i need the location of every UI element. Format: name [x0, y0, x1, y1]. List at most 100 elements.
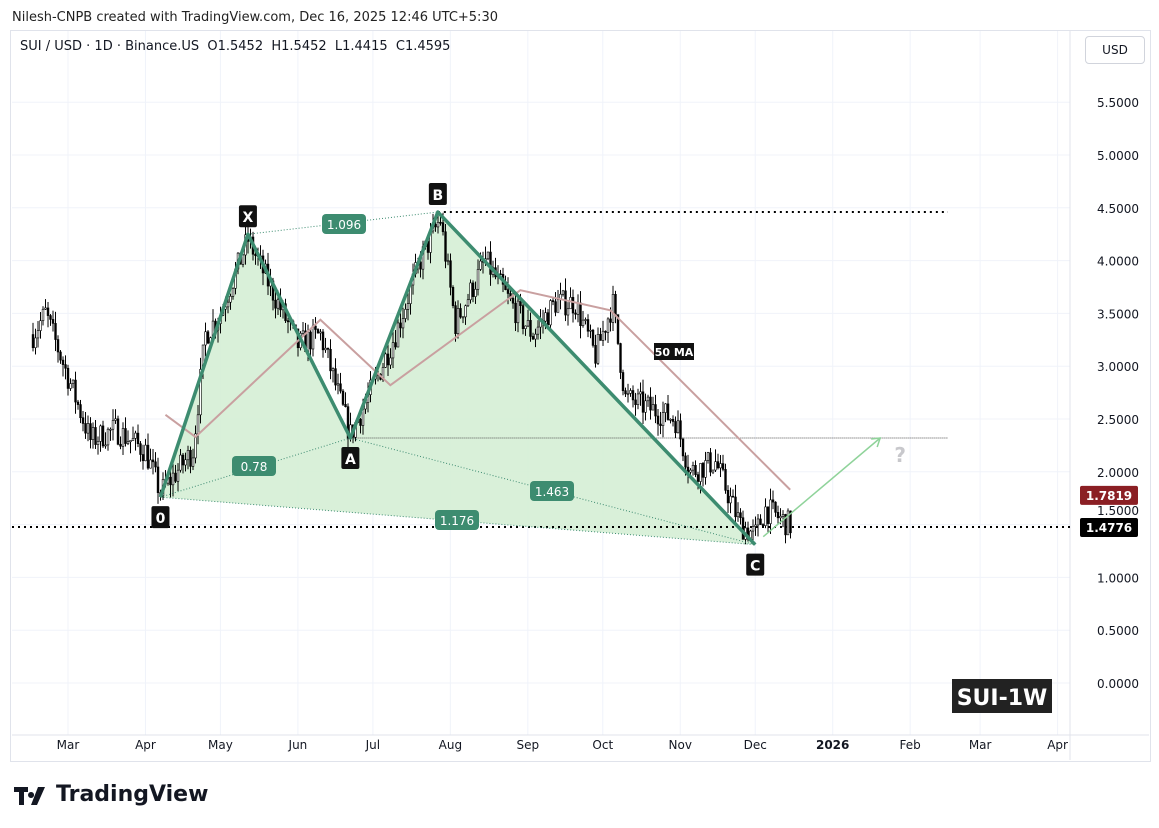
candle-body — [186, 450, 190, 461]
candle-body — [81, 417, 85, 424]
ratio-label-box — [530, 481, 574, 501]
point-label-box — [151, 506, 170, 529]
candle-body — [771, 499, 775, 503]
candle-body — [76, 401, 80, 405]
candle-body — [396, 322, 400, 348]
candle-body — [611, 294, 615, 323]
candle-body — [531, 336, 535, 340]
candle-body — [106, 428, 110, 446]
candle-body — [691, 465, 695, 471]
ratio-connector — [350, 437, 756, 546]
candle-body — [464, 305, 467, 318]
candle-body — [126, 441, 130, 444]
candle-body — [776, 512, 780, 519]
candle-body — [524, 325, 527, 329]
candle-body — [739, 512, 742, 519]
candle-body — [479, 260, 482, 270]
candle-body — [89, 423, 92, 440]
candle-body — [79, 404, 82, 419]
candle-body — [174, 472, 177, 482]
x-tick-label: Aug — [439, 738, 462, 752]
candle-body — [334, 368, 337, 386]
candle-body — [344, 404, 347, 407]
candle-body — [399, 322, 402, 329]
candle-body — [751, 526, 755, 532]
candle-body — [194, 433, 197, 459]
candle-body — [204, 331, 207, 346]
candle-body — [59, 351, 62, 361]
candle-body — [46, 307, 50, 316]
candle-body — [314, 325, 317, 330]
watermark-text: SUI-1W — [957, 686, 1048, 711]
candle-body — [654, 404, 657, 417]
ratio-label: 1.176 — [440, 514, 474, 528]
candle-body — [394, 342, 397, 348]
candle-body — [614, 294, 617, 315]
candle-body — [669, 419, 672, 421]
candle-body — [569, 297, 572, 310]
candle-body — [329, 348, 332, 372]
candle-body — [141, 454, 145, 462]
candle-body — [689, 469, 692, 473]
candle-body — [461, 316, 465, 319]
watermark-box — [952, 679, 1052, 713]
harmonic-pattern-line — [158, 210, 757, 546]
candle-body — [446, 260, 450, 263]
candle-body — [584, 319, 587, 321]
candle-body — [96, 441, 100, 445]
candle-body — [44, 307, 47, 310]
y-tick-label: 2.0000 — [1097, 466, 1139, 480]
y-tick-label: 5.5000 — [1097, 96, 1139, 110]
candle-body — [341, 390, 345, 405]
point-label-X: X — [243, 210, 254, 226]
candle-body — [449, 260, 452, 288]
y-tick-label: 4.5000 — [1097, 202, 1139, 216]
candle-body — [436, 221, 440, 228]
currency-button[interactable]: USD — [1085, 36, 1145, 64]
ratio-label: 1.463 — [535, 485, 569, 499]
logo-text: TradingView — [56, 782, 209, 807]
arrow-head-icon — [871, 437, 882, 448]
candle-body — [486, 251, 490, 260]
candle-body — [676, 420, 680, 434]
candle-body — [729, 495, 732, 504]
candle-body — [711, 469, 715, 473]
candle-body — [339, 383, 342, 392]
candle-body — [149, 459, 152, 469]
candle-body — [336, 383, 340, 386]
pattern-fill-base — [160, 438, 756, 545]
x-tick-label: Jun — [288, 738, 308, 752]
candle-body — [99, 425, 102, 442]
candle-body — [526, 320, 530, 327]
candle-body — [681, 438, 685, 457]
candle-body — [176, 469, 180, 482]
last-price-value: 1.4776 — [1086, 521, 1132, 535]
candle-body — [189, 450, 192, 467]
candle-body — [671, 419, 675, 422]
candle-body — [474, 288, 477, 297]
candle-body — [699, 463, 702, 482]
ma-label: 50 MA — [655, 346, 694, 359]
ratio-label: 1.096 — [327, 218, 361, 232]
candle-body — [54, 323, 57, 340]
candle-body — [756, 518, 760, 526]
candle-body — [84, 423, 87, 434]
candle-body — [511, 298, 515, 304]
candle-body — [636, 393, 640, 405]
candle-body — [226, 301, 230, 308]
candle-body — [466, 299, 470, 307]
candle-body — [64, 364, 67, 369]
candle-body — [606, 318, 610, 333]
candle-body — [476, 269, 480, 290]
candle-body — [51, 319, 55, 324]
ratio-connector — [160, 496, 756, 546]
candle-body — [576, 302, 580, 315]
candle-body — [241, 254, 245, 265]
candle-body — [454, 305, 457, 334]
candle-body — [631, 390, 635, 401]
candle-body — [119, 443, 122, 447]
candle-body — [639, 391, 642, 395]
candle-body — [331, 368, 335, 372]
candle-body — [779, 515, 782, 519]
